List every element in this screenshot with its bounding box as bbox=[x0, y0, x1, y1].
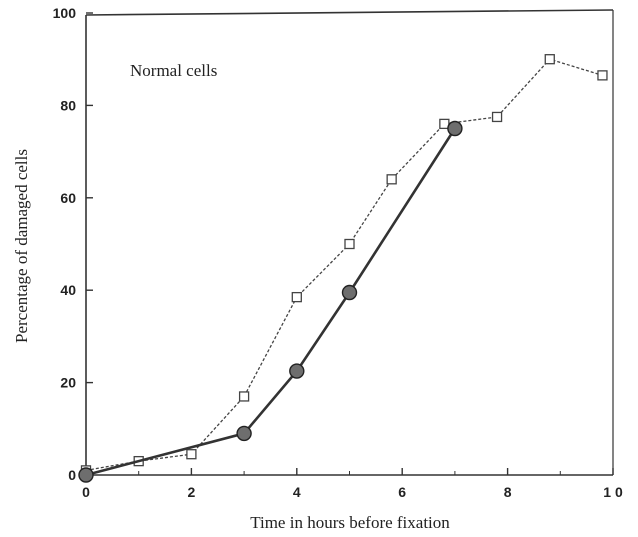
series-2 bbox=[78, 120, 463, 483]
data-point bbox=[344, 238, 355, 250]
data-point bbox=[544, 54, 555, 65]
x-axis-title: Time in hours before fixation bbox=[250, 513, 450, 532]
x-tick-label: 6 bbox=[398, 484, 406, 500]
data-point bbox=[238, 391, 250, 402]
data-point bbox=[597, 70, 608, 81]
y-tick-label: 100 bbox=[53, 5, 77, 21]
data-point bbox=[186, 449, 197, 460]
data-point bbox=[291, 291, 302, 303]
series-layer bbox=[78, 54, 608, 483]
series-1-line bbox=[85, 58, 603, 472]
plot-frame-top bbox=[85, 9, 614, 16]
data-point bbox=[78, 467, 94, 483]
data-point bbox=[447, 120, 463, 137]
chart-annotation: Normal cells bbox=[130, 61, 217, 80]
x-tick-label: 0 bbox=[82, 484, 90, 500]
data-point bbox=[386, 174, 397, 185]
y-tick-label: 20 bbox=[60, 375, 76, 391]
x-tick-label: 2 bbox=[188, 484, 196, 500]
y-tick-label: 0 bbox=[68, 467, 76, 483]
x-tick-label: 8 bbox=[504, 484, 512, 500]
data-point bbox=[289, 363, 305, 379]
x-tick-label: 1 0 bbox=[603, 484, 623, 500]
series-1 bbox=[80, 54, 608, 476]
data-point bbox=[236, 425, 252, 442]
y-tick-label: 40 bbox=[60, 282, 76, 298]
data-point bbox=[341, 284, 358, 301]
data-point bbox=[491, 111, 503, 123]
series-2-line bbox=[85, 127, 456, 477]
x-tick-label: 4 bbox=[293, 484, 301, 500]
y-tick-label: 80 bbox=[60, 97, 76, 113]
y-axis-title: Percentage of damaged cells bbox=[12, 149, 31, 343]
y-tick-label: 60 bbox=[60, 190, 76, 206]
